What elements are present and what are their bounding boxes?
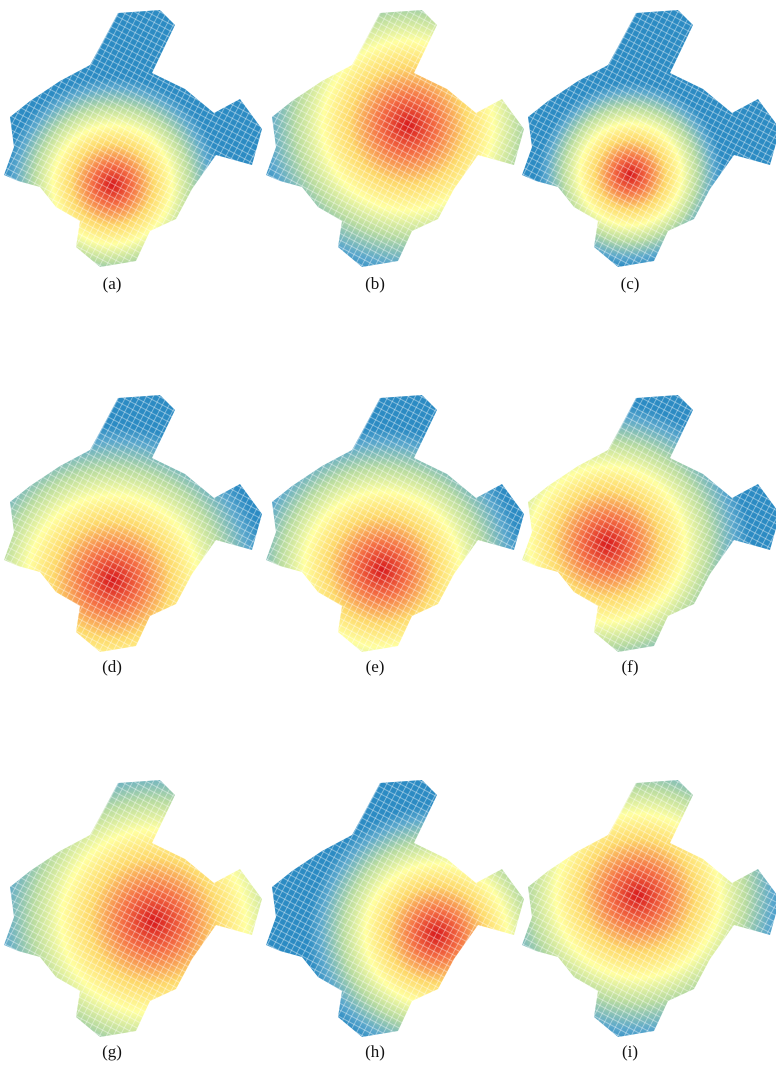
map-panel [522, 780, 776, 1037]
panel-label: (f) [622, 657, 639, 676]
panel-label: (c) [621, 274, 640, 293]
map-panel [4, 395, 262, 652]
map-panel [266, 780, 524, 1037]
panel-label: (a) [103, 274, 122, 293]
street-network [266, 10, 524, 267]
panel-label: (g) [102, 1042, 122, 1061]
street-network [522, 395, 776, 652]
street-network [4, 10, 262, 267]
street-network [522, 10, 776, 267]
street-network [4, 395, 262, 652]
map-panel [4, 10, 262, 267]
map-panel [266, 10, 524, 267]
panel-label: (h) [365, 1042, 385, 1061]
street-network [4, 780, 262, 1037]
figure: (a) (b) (c) (d) (e) (f) (g) (h) (i) [0, 0, 776, 1067]
street-network [266, 780, 524, 1037]
panel-label: (i) [622, 1042, 638, 1061]
street-network [266, 395, 524, 652]
map-panel [522, 395, 776, 652]
panel-label: (b) [365, 274, 385, 293]
map-panel [4, 780, 262, 1037]
map-panel [266, 395, 524, 652]
street-network [522, 780, 776, 1037]
map-panel [522, 10, 776, 267]
panel-label: (d) [102, 657, 122, 676]
panel-label: (e) [366, 657, 385, 676]
